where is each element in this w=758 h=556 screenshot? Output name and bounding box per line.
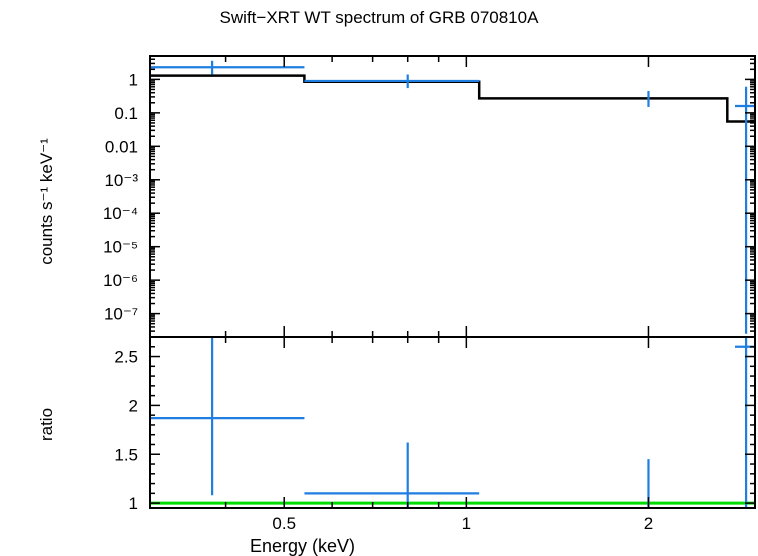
model-step-line	[150, 74, 755, 123]
spectrum-ytick-label: 10⁻⁷	[104, 305, 138, 324]
xtick-label: 0.5	[272, 514, 296, 533]
spectrum-ytick-label: 0.1	[114, 104, 138, 123]
ratio-ytick-label: 2.5	[114, 348, 138, 367]
spectrum-ytick-label: 0.01	[105, 137, 138, 156]
spectrum-ytick-label: 10⁻⁶	[103, 271, 138, 290]
ratio-ytick-label: 1	[129, 494, 138, 513]
ratio-y-axis-label: ratio	[37, 408, 56, 441]
x-axis-label: Energy (keV)	[250, 536, 355, 556]
spectrum-ytick-label: 10⁻³	[104, 171, 138, 190]
spectrum-ytick-label: 10⁻⁵	[103, 238, 138, 257]
ratio-panel-frame	[149, 336, 756, 509]
spectrum-ytick-label: 1	[129, 70, 138, 89]
ratio-ytick-label: 1.5	[114, 445, 138, 464]
ratio-ytick-label: 2	[129, 396, 138, 415]
xtick-label: 2	[644, 514, 653, 533]
xtick-label: 1	[462, 514, 471, 533]
chart-title: Swift−XRT WT spectrum of GRB 070810A	[219, 8, 539, 27]
spectrum-y-axis-label: counts s⁻¹ keV⁻¹	[37, 138, 56, 265]
spectrum-ytick-label: 10⁻⁴	[103, 204, 138, 223]
